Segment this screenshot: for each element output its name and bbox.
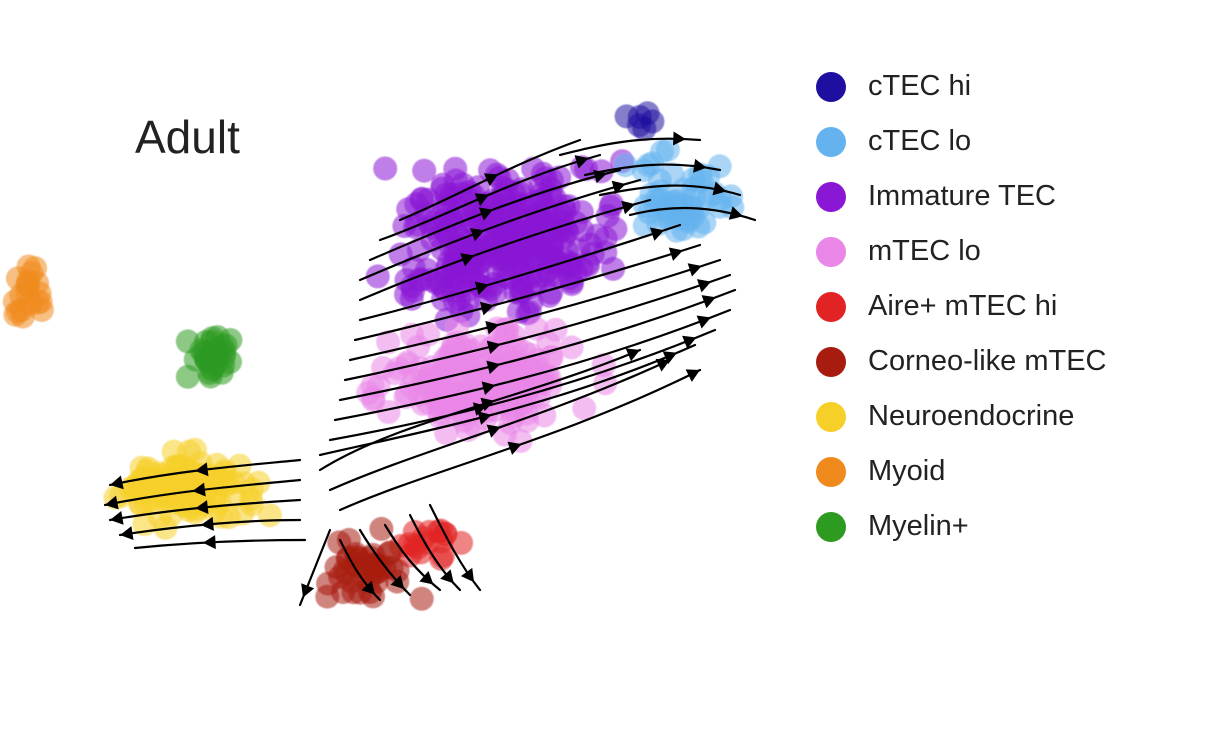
legend-item-cTEC_lo: cTEC lo xyxy=(816,125,1166,158)
scatter-point xyxy=(369,517,393,541)
velocity-arrowhead xyxy=(688,259,704,276)
legend-label-Myelin: Myelin+ xyxy=(868,510,969,543)
scatter-point xyxy=(151,487,175,511)
legend-label-cTEC_lo: cTEC lo xyxy=(868,125,971,158)
legend-label-Corneo_mTEC: Corneo-like mTEC xyxy=(868,345,1107,378)
scatter-point xyxy=(28,281,52,305)
scatter-point xyxy=(686,215,710,239)
scatter-point xyxy=(3,290,27,314)
scatter-point xyxy=(615,104,639,128)
legend-swatch-Myelin xyxy=(816,512,846,542)
velocity-arrowhead xyxy=(297,583,315,600)
velocity-arrowhead xyxy=(669,244,685,261)
scatter-point xyxy=(539,216,563,240)
figure-stage: Adult cTEC hi cTEC lo Immature TEC mTEC lo A… xyxy=(0,0,1206,729)
velocity-arrowhead xyxy=(686,364,704,382)
scatter-point xyxy=(258,503,282,527)
legend-swatch-Corneo_mTEC xyxy=(816,347,846,377)
scatter-point xyxy=(414,374,438,398)
legend-item-mTEC_lo: mTEC lo xyxy=(816,235,1166,268)
scatter-point xyxy=(6,266,30,290)
scatter-point xyxy=(603,217,627,241)
scatter-point xyxy=(410,587,434,611)
legend-item-Corneo_mTEC: Corneo-like mTEC xyxy=(816,345,1166,378)
scatter-point xyxy=(614,153,638,177)
velocity-arrowhead xyxy=(697,275,713,292)
legend-swatch-cTEC_hi xyxy=(816,72,846,102)
legend-swatch-Myoid xyxy=(816,457,846,487)
velocity-arrowhead xyxy=(702,291,719,309)
legend-swatch-Aire_mTEC_hi xyxy=(816,292,846,322)
legend-item-Myelin: Myelin+ xyxy=(816,510,1166,543)
legend-label-Immature_TEC: Immature TEC xyxy=(868,180,1056,213)
velocity-arrowhead xyxy=(461,568,480,586)
legend-item-Myoid: Myoid xyxy=(816,455,1166,488)
scatter-point xyxy=(232,471,256,495)
scatter-point xyxy=(640,110,664,134)
plot-title: Adult xyxy=(135,110,240,164)
scatter-point xyxy=(396,350,420,374)
scatter-point xyxy=(200,358,224,382)
velocity-arrowhead xyxy=(203,535,216,550)
scatter-point xyxy=(656,195,680,219)
legend: cTEC hi cTEC lo Immature TEC mTEC lo Aire+ m… xyxy=(816,70,1166,565)
legend-swatch-Neuroendocrine xyxy=(816,402,846,432)
scatter-point xyxy=(206,325,230,349)
velocity-streamline xyxy=(135,540,305,548)
legend-item-Neuroendocrine: Neuroendocrine xyxy=(816,400,1166,433)
velocity-arrowhead xyxy=(697,311,714,329)
legend-item-cTEC_hi: cTEC hi xyxy=(816,70,1166,103)
scatter-point xyxy=(449,531,473,555)
legend-label-mTEC_lo: mTEC lo xyxy=(868,235,981,268)
legend-swatch-mTEC_lo xyxy=(816,237,846,267)
scatter-point xyxy=(682,185,706,209)
scatter-point xyxy=(333,559,357,583)
scatter-point xyxy=(373,157,397,181)
legend-swatch-cTEC_lo xyxy=(816,127,846,157)
legend-item-Immature_TEC: Immature TEC xyxy=(816,180,1166,213)
legend-label-Neuroendocrine: Neuroendocrine xyxy=(868,400,1074,433)
legend-label-Myoid: Myoid xyxy=(868,455,945,488)
legend-label-cTEC_hi: cTEC hi xyxy=(868,70,971,103)
legend-label-Aire_mTEC_hi: Aire+ mTEC hi xyxy=(868,290,1057,323)
legend-swatch-Immature_TEC xyxy=(816,182,846,212)
scatter-point xyxy=(315,585,339,609)
legend-item-Aire_mTEC_hi: Aire+ mTEC hi xyxy=(816,290,1166,323)
velocity-arrowhead xyxy=(673,132,686,147)
